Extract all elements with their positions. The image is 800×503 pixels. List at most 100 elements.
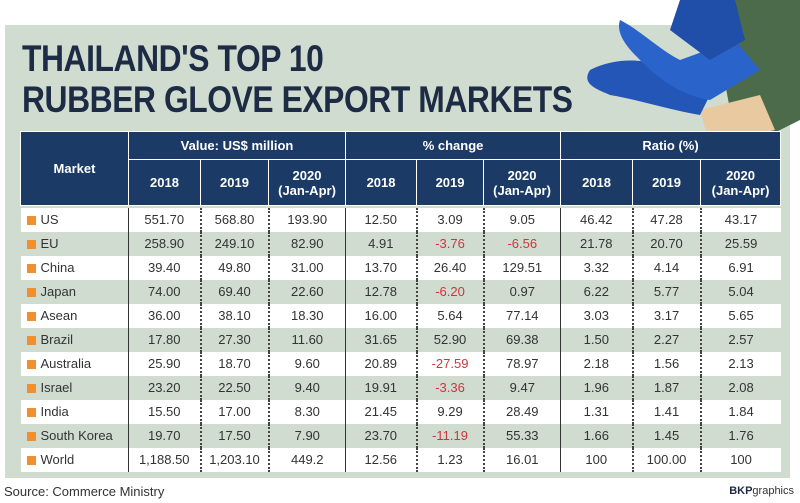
table-row: Japan 74.00 69.40 22.60 12.78 -6.20 0.97 6.22 5.… (20, 279, 781, 304)
value-cell: 43.17 (699, 207, 781, 232)
value-cell: -6.20 (415, 279, 484, 304)
title-line-1: THAILAND'S TOP 10 (22, 38, 324, 79)
credit-label: BKPgraphics (729, 485, 794, 497)
value-cell: 1.84 (699, 399, 781, 424)
market-name: US (40, 212, 59, 227)
value-cell: 9.47 (482, 375, 561, 400)
market-name: Israel (40, 380, 73, 395)
value-cell: 2.13 (699, 351, 781, 376)
year-label: 2019 (652, 175, 681, 190)
value-cell: 1,203.10 (199, 447, 269, 472)
market-cell: South Korea (20, 423, 129, 448)
value-cell: 1.50 (560, 327, 633, 352)
year-column-header: 2019 (416, 159, 485, 206)
value-cell: 69.38 (482, 327, 561, 352)
market-name: Brazil (40, 332, 74, 347)
source-note: Source: Commerce Ministry (4, 484, 165, 499)
value-cell: 46.42 (560, 207, 633, 232)
value-cell: 20.89 (345, 351, 417, 376)
market-name: EU (40, 236, 59, 251)
year-column-header: 2018 (128, 159, 201, 206)
value-cell: 129.51 (482, 255, 561, 280)
market-cell: US (20, 207, 129, 232)
bullet-square-icon (26, 384, 36, 393)
bullet-square-icon (26, 264, 36, 273)
value-cell: 31.65 (345, 327, 417, 352)
value-cell: 1.87 (631, 375, 701, 400)
value-cell: 9.05 (482, 207, 561, 232)
value-cell: 18.70 (199, 351, 269, 376)
value-cell: 82.90 (267, 231, 346, 256)
market-cell: China (20, 255, 129, 280)
value-cell: 5.77 (631, 279, 701, 304)
value-cell: 3.09 (415, 207, 484, 232)
value-cell: 1.76 (699, 423, 781, 448)
table-row: China 39.40 49.80 31.00 13.70 26.40 129.51 3.32… (20, 255, 781, 280)
title-line-2: RUBBER GLOVE EXPORT MARKETS (22, 79, 573, 120)
credit-bold: BKP (729, 485, 753, 497)
market-name: India (40, 404, 69, 419)
value-cell: 78.97 (482, 351, 561, 376)
value-cell: 19.91 (345, 375, 417, 400)
value-cell: 13.70 (345, 255, 417, 280)
market-cell: Brazil (20, 327, 129, 352)
bullet-square-icon (26, 456, 36, 465)
market-name: Asean (40, 308, 78, 323)
credit-rest: graphics (752, 485, 794, 497)
group-header-value: Value: US$ million (127, 131, 347, 160)
value-cell: 8.30 (267, 399, 346, 424)
bullet-square-icon (26, 312, 36, 321)
market-cell: EU (20, 231, 129, 256)
value-cell: 3.32 (560, 255, 633, 280)
export-markets-table: Market Value: US$ million % change Ratio… (20, 131, 782, 472)
value-cell: 7.90 (267, 423, 346, 448)
year-label: 2018 (366, 175, 396, 190)
value-cell: 17.50 (199, 423, 269, 448)
value-cell: -27.59 (415, 351, 484, 376)
year-column-header: 2020 (Jan-Apr) (483, 159, 562, 206)
table-row: Brazil 17.80 27.30 11.60 31.65 52.90 69.38 1.50… (20, 327, 781, 352)
period-label: (Jan-Apr) (493, 182, 551, 198)
value-cell: 19.70 (128, 423, 201, 448)
year-label: 2019 (220, 175, 249, 190)
value-cell: 6.22 (560, 279, 633, 304)
value-cell: 23.70 (345, 423, 417, 448)
market-cell: World (20, 447, 129, 472)
value-cell: 69.40 (199, 279, 269, 304)
value-cell: 12.50 (345, 207, 417, 232)
value-cell: 12.78 (345, 279, 417, 304)
value-cell: 3.03 (560, 303, 633, 328)
table-row: Asean 36.00 38.10 18.30 16.00 5.64 77.14 3.03 3.… (20, 303, 781, 328)
value-cell: 9.29 (415, 399, 484, 424)
value-cell: 449.2 (267, 447, 346, 472)
value-cell: 21.45 (345, 399, 417, 424)
value-cell: 568.80 (199, 207, 269, 232)
value-cell: 36.00 (128, 303, 201, 328)
value-cell: -3.76 (415, 231, 484, 256)
table-row: EU 258.90 249.10 82.90 4.91 -3.76 -6.56 21.78 20… (20, 231, 781, 256)
year-column-header: 2018 (560, 159, 634, 206)
year-column-header: 2019 (200, 159, 269, 206)
value-cell: 27.30 (199, 327, 269, 352)
bullet-square-icon (26, 336, 36, 345)
value-cell: 258.90 (128, 231, 201, 256)
value-cell: 9.60 (267, 351, 346, 376)
market-name: China (40, 260, 75, 275)
value-cell: 18.30 (267, 303, 346, 328)
value-cell: 100.00 (631, 447, 701, 472)
year-column-header: 2018 (345, 159, 418, 206)
value-cell: 11.60 (267, 327, 346, 352)
value-cell: 4.91 (345, 231, 417, 256)
value-cell: 551.70 (128, 207, 201, 232)
value-cell: 49.80 (199, 255, 269, 280)
year-label: 2020 (726, 167, 755, 183)
group-header-change: % change (345, 131, 562, 160)
value-cell: 12.56 (345, 447, 417, 472)
value-cell: 25.90 (128, 351, 201, 376)
market-cell: Japan (20, 279, 129, 304)
value-cell: 25.59 (699, 231, 781, 256)
value-cell: 1.56 (631, 351, 701, 376)
value-cell: 2.18 (560, 351, 633, 376)
year-label: 2019 (435, 175, 465, 190)
year-column-header: 2019 (632, 159, 702, 206)
